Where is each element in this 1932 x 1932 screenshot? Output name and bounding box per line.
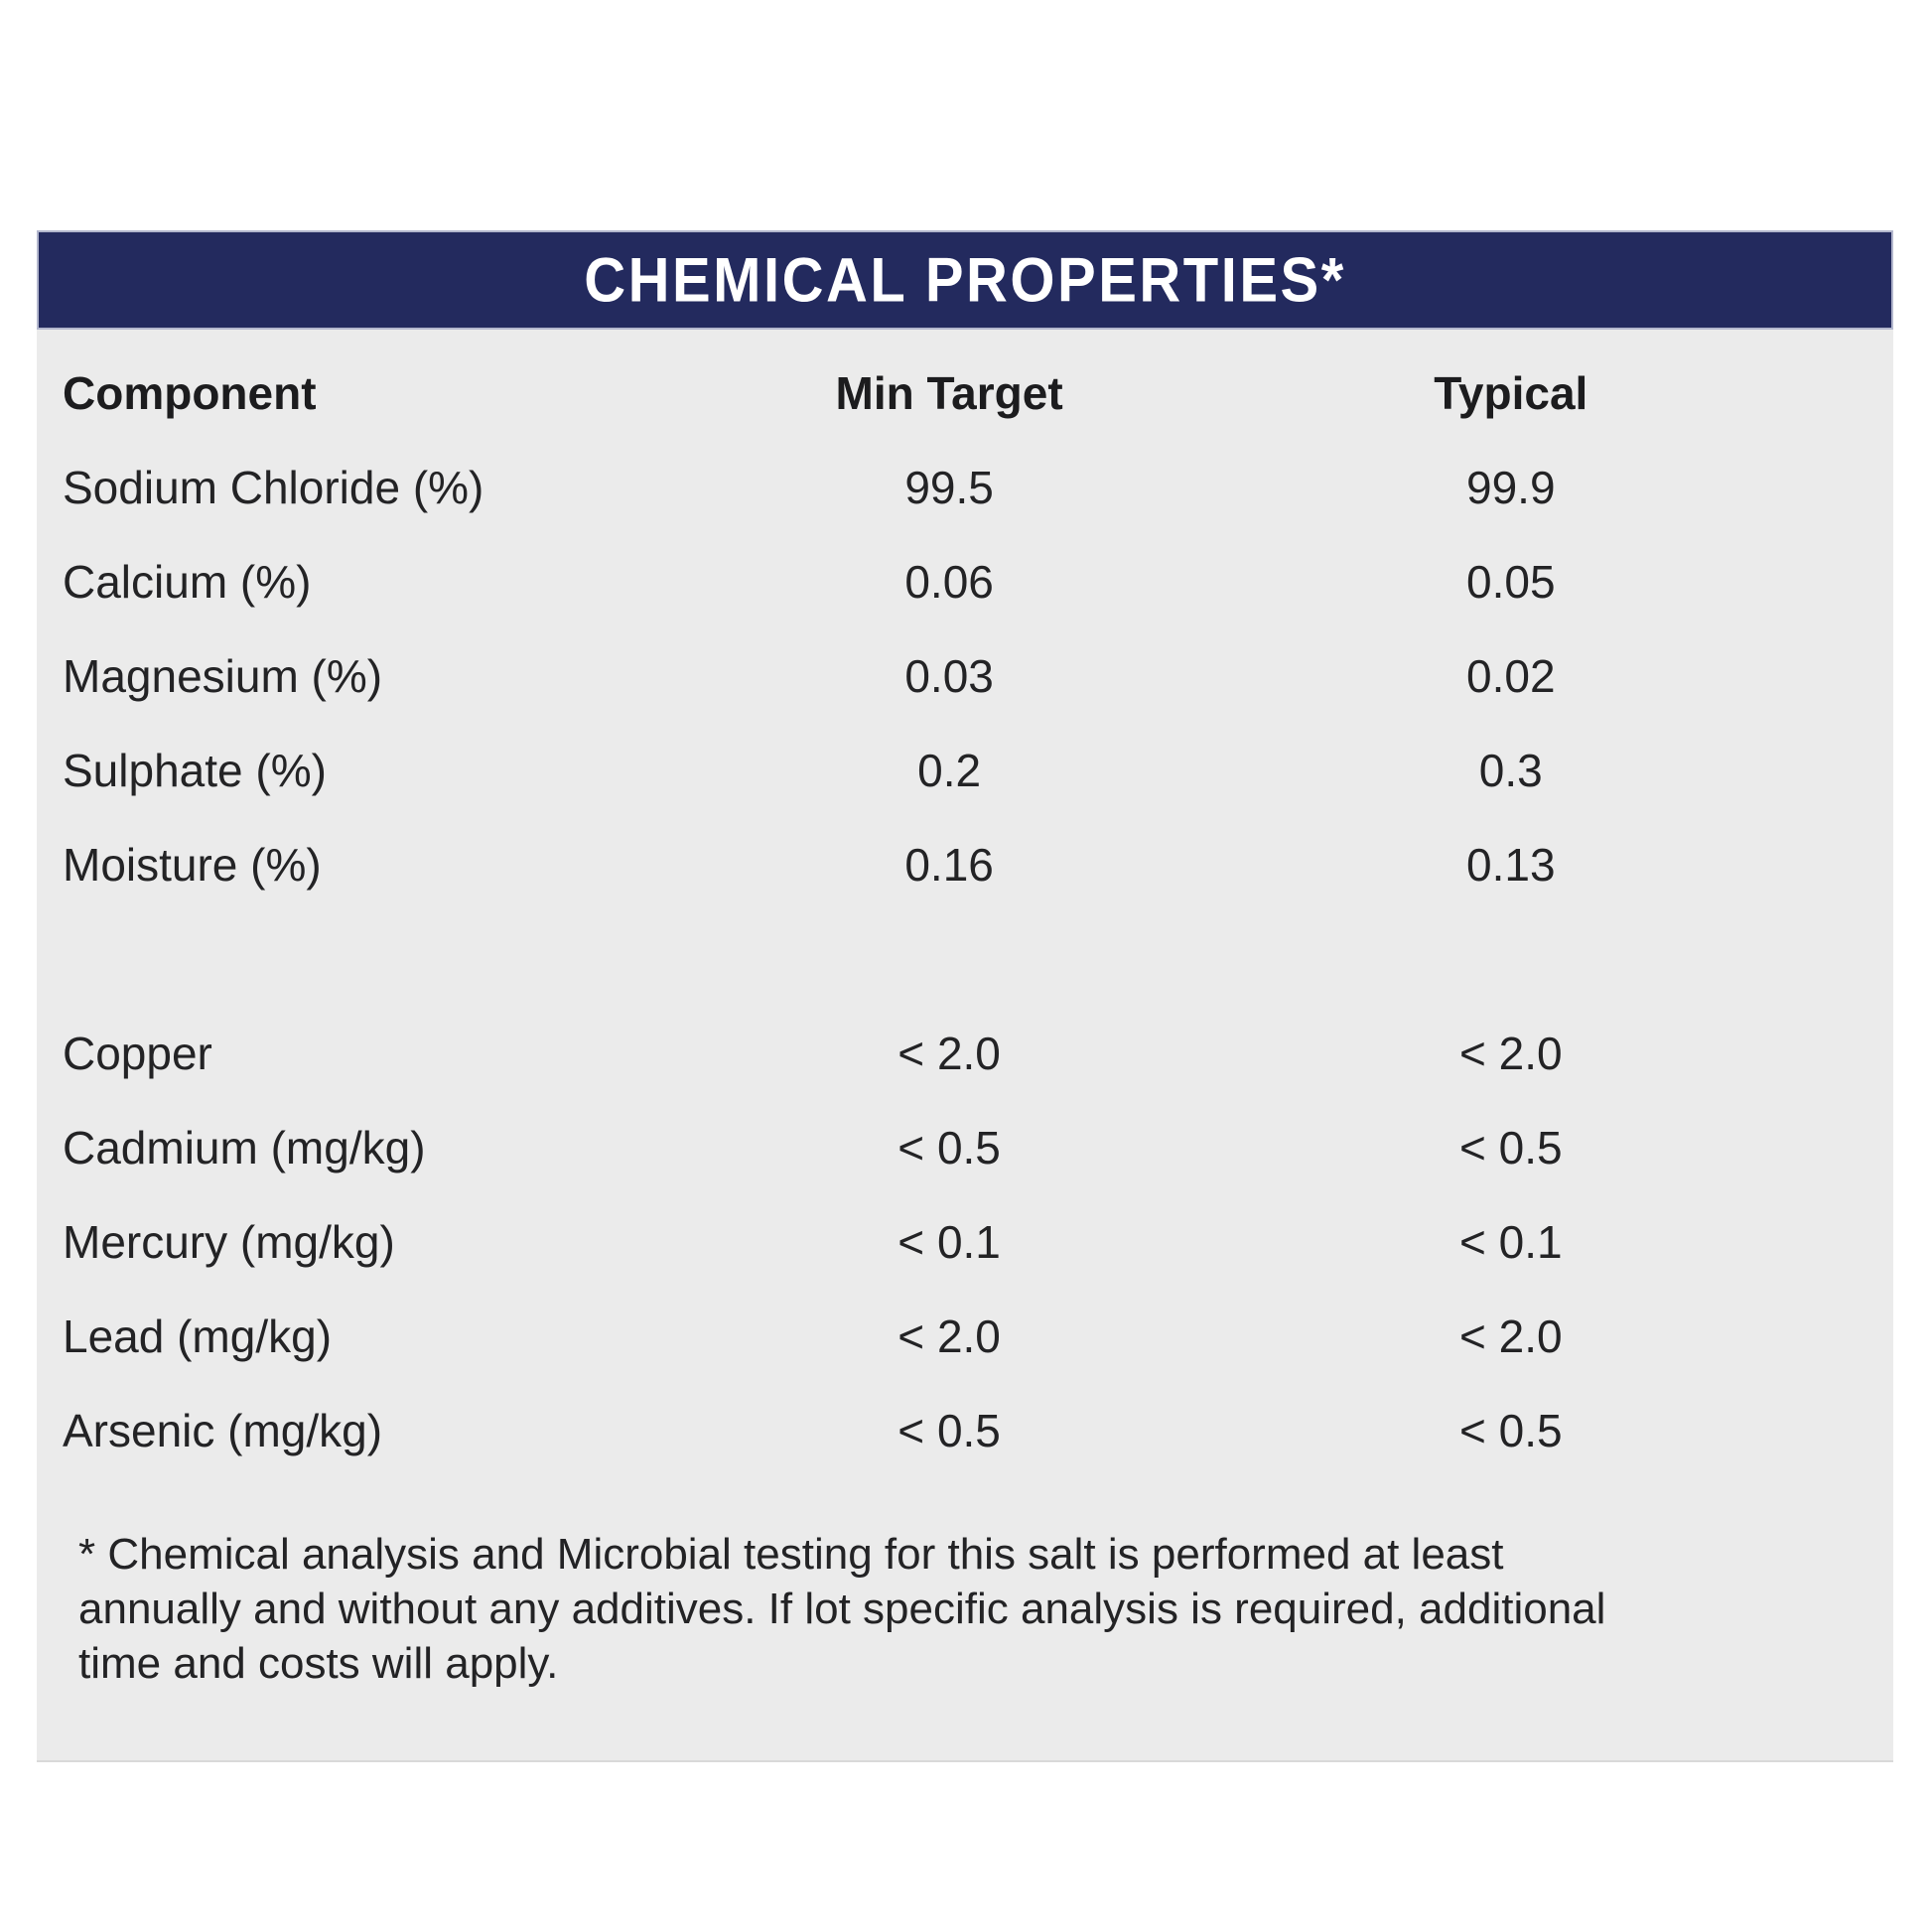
typical-cell: < 2.0 bbox=[1458, 1310, 1563, 1362]
table-row: Sodium Chloride (%) 99.5 99.9 bbox=[37, 440, 1893, 534]
table-row: Arsenic (mg/kg) < 0.5 < 0.5 bbox=[37, 1383, 1893, 1477]
min-target-cell: 0.2 bbox=[917, 744, 982, 796]
min-target-cell: < 2.0 bbox=[897, 1027, 1001, 1079]
footnote: * Chemical analysis and Microbial testin… bbox=[37, 1527, 1893, 1691]
min-target-cell: 0.06 bbox=[904, 555, 994, 608]
component-cell: Sodium Chloride (%) bbox=[63, 461, 484, 513]
table-row: Cadmium (mg/kg) < 0.5 < 0.5 bbox=[37, 1100, 1893, 1194]
column-header-component: Component bbox=[63, 366, 317, 419]
column-header-min-target: Min Target bbox=[835, 366, 1063, 419]
typical-cell: 0.3 bbox=[1478, 744, 1543, 796]
min-target-cell: < 0.5 bbox=[897, 1404, 1001, 1456]
typical-cell: 99.9 bbox=[1466, 461, 1556, 513]
component-cell: Lead (mg/kg) bbox=[63, 1310, 333, 1362]
component-cell: Mercury (mg/kg) bbox=[63, 1215, 395, 1268]
footnote-line: time and costs will apply. bbox=[78, 1639, 559, 1688]
component-cell: Arsenic (mg/kg) bbox=[63, 1404, 383, 1456]
table-row: Mercury (mg/kg) < 0.1 < 0.1 bbox=[37, 1194, 1893, 1289]
min-target-cell: 99.5 bbox=[904, 461, 994, 513]
component-cell: Cadmium (mg/kg) bbox=[63, 1121, 426, 1173]
component-cell: Copper bbox=[63, 1027, 212, 1079]
typical-cell: < 0.1 bbox=[1458, 1215, 1563, 1268]
component-cell: Sulphate (%) bbox=[63, 744, 327, 796]
typical-cell: < 0.5 bbox=[1458, 1121, 1563, 1173]
typical-cell: 0.05 bbox=[1466, 555, 1556, 608]
footnote-line: annually and without any additives. If l… bbox=[78, 1585, 1606, 1633]
min-target-cell: < 0.1 bbox=[897, 1215, 1001, 1268]
title-bar: CHEMICAL PROPERTIES* bbox=[37, 230, 1893, 330]
table-row: Moisture (%) 0.16 0.13 bbox=[37, 817, 1893, 911]
table-row: Calcium (%) 0.06 0.05 bbox=[37, 534, 1893, 628]
typical-cell: < 0.5 bbox=[1458, 1404, 1563, 1456]
min-target-cell: < 0.5 bbox=[897, 1121, 1001, 1173]
typical-cell: 0.02 bbox=[1466, 649, 1556, 702]
chemical-properties-panel: CHEMICAL PROPERTIES* Component Min Targe… bbox=[37, 230, 1893, 1762]
panel-title: CHEMICAL PROPERTIES* bbox=[584, 244, 1346, 316]
table-row: Lead (mg/kg) < 2.0 < 2.0 bbox=[37, 1289, 1893, 1383]
table-group-spacer bbox=[37, 911, 1893, 1006]
table-row: Copper < 2.0 < 2.0 bbox=[37, 1006, 1893, 1100]
table-header-row: Component Min Target Typical bbox=[37, 345, 1893, 440]
min-target-cell: 0.16 bbox=[904, 838, 994, 891]
component-cell: Moisture (%) bbox=[63, 838, 322, 891]
component-cell: Calcium (%) bbox=[63, 555, 312, 608]
typical-cell: < 2.0 bbox=[1458, 1027, 1563, 1079]
typical-cell: 0.13 bbox=[1466, 838, 1556, 891]
column-header-typical: Typical bbox=[1434, 366, 1588, 419]
component-cell: Magnesium (%) bbox=[63, 649, 383, 702]
table-row: Magnesium (%) 0.03 0.02 bbox=[37, 628, 1893, 723]
min-target-cell: 0.03 bbox=[904, 649, 994, 702]
footnote-line: * Chemical analysis and Microbial testin… bbox=[78, 1530, 1504, 1579]
table-row: Sulphate (%) 0.2 0.3 bbox=[37, 723, 1893, 817]
min-target-cell: < 2.0 bbox=[897, 1310, 1001, 1362]
panel-body: Component Min Target Typical Sodium Chlo… bbox=[37, 330, 1893, 1762]
